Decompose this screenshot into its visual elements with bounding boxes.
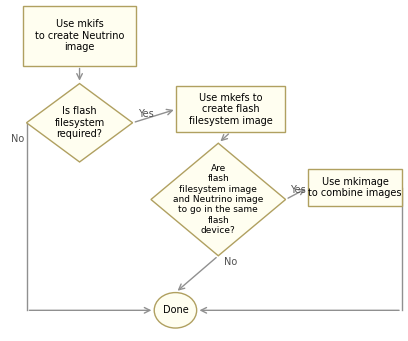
Text: Yes: Yes <box>138 109 154 119</box>
Text: No: No <box>11 134 24 144</box>
Text: Use mkifs
to create Neutrino
image: Use mkifs to create Neutrino image <box>35 19 124 53</box>
Text: Yes: Yes <box>290 186 306 195</box>
Text: No: No <box>224 257 237 267</box>
Text: Use mkimage
to combine images: Use mkimage to combine images <box>308 177 402 198</box>
Text: Done: Done <box>162 305 188 315</box>
Text: Use mkefs to
create flash
filesystem image: Use mkefs to create flash filesystem ima… <box>188 92 273 126</box>
FancyBboxPatch shape <box>176 86 284 132</box>
FancyBboxPatch shape <box>23 6 135 65</box>
Polygon shape <box>151 143 286 256</box>
Text: Are
flash
filesystem image
and Neutrino image
to go in the same
flash
device?: Are flash filesystem image and Neutrino … <box>173 164 264 235</box>
FancyBboxPatch shape <box>308 169 402 206</box>
Polygon shape <box>27 84 133 162</box>
Text: Is flash
filesystem
required?: Is flash filesystem required? <box>54 106 105 139</box>
Circle shape <box>154 293 197 328</box>
